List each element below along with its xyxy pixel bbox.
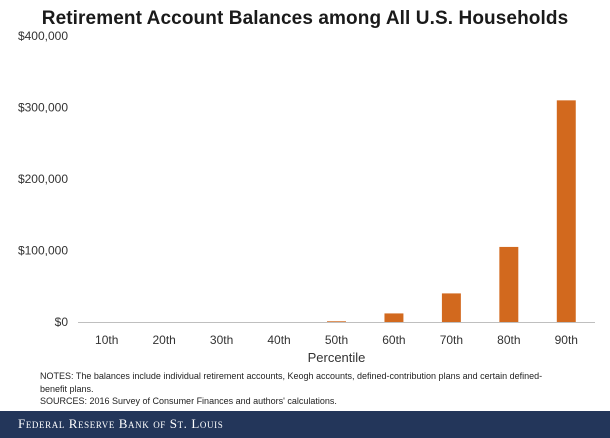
x-tick-label: 90th bbox=[555, 333, 578, 347]
x-tick-label: 50th bbox=[325, 333, 348, 347]
notes-line-1: NOTES: The balances include individual r… bbox=[40, 371, 543, 381]
x-axis-ticks: 10th 20th 30th 40th 50th 60th 70th 80th 90th bbox=[95, 333, 578, 347]
bar-chart: $0 $100,000 $200,000 $300,000 $400,000 10th 2… bbox=[18, 29, 595, 365]
x-tick-label: 70th bbox=[440, 333, 463, 347]
bar-80th bbox=[499, 246, 519, 322]
y-axis-ticks: $0 $100,000 $200,000 $300,000 $400,000 bbox=[18, 29, 68, 329]
y-tick-label: $100,000 bbox=[18, 244, 68, 258]
x-axis-title: Percentile bbox=[308, 350, 366, 365]
footer-brand-text: Federal Reserve Bank of St. Louis bbox=[18, 416, 224, 431]
x-tick-label: 60th bbox=[382, 333, 405, 347]
bar-60th bbox=[384, 313, 404, 322]
bar-70th bbox=[441, 293, 461, 322]
chart-title: Retirement Account Balances among All U.… bbox=[41, 8, 569, 29]
sources-line: SOURCES: 2016 Survey of Consumer Finance… bbox=[40, 396, 337, 406]
bar-90th bbox=[556, 100, 576, 322]
bars bbox=[327, 100, 576, 322]
footer-bar: Federal Reserve Bank of St. Louis bbox=[0, 411, 610, 438]
y-tick-label: $400,000 bbox=[18, 29, 68, 43]
y-tick-label: $0 bbox=[55, 315, 69, 329]
chart-notes: NOTES: The balances include individual r… bbox=[40, 370, 590, 408]
x-tick-label: 20th bbox=[152, 333, 175, 347]
y-tick-label: $300,000 bbox=[18, 101, 68, 115]
x-tick-label: 10th bbox=[95, 333, 118, 347]
bar-50th bbox=[327, 321, 346, 322]
x-tick-label: 80th bbox=[497, 333, 520, 347]
notes-line-2: benefit plans. bbox=[40, 383, 94, 394]
x-tick-label: 40th bbox=[267, 333, 290, 347]
x-tick-label: 30th bbox=[210, 333, 233, 347]
y-tick-label: $200,000 bbox=[18, 172, 68, 186]
